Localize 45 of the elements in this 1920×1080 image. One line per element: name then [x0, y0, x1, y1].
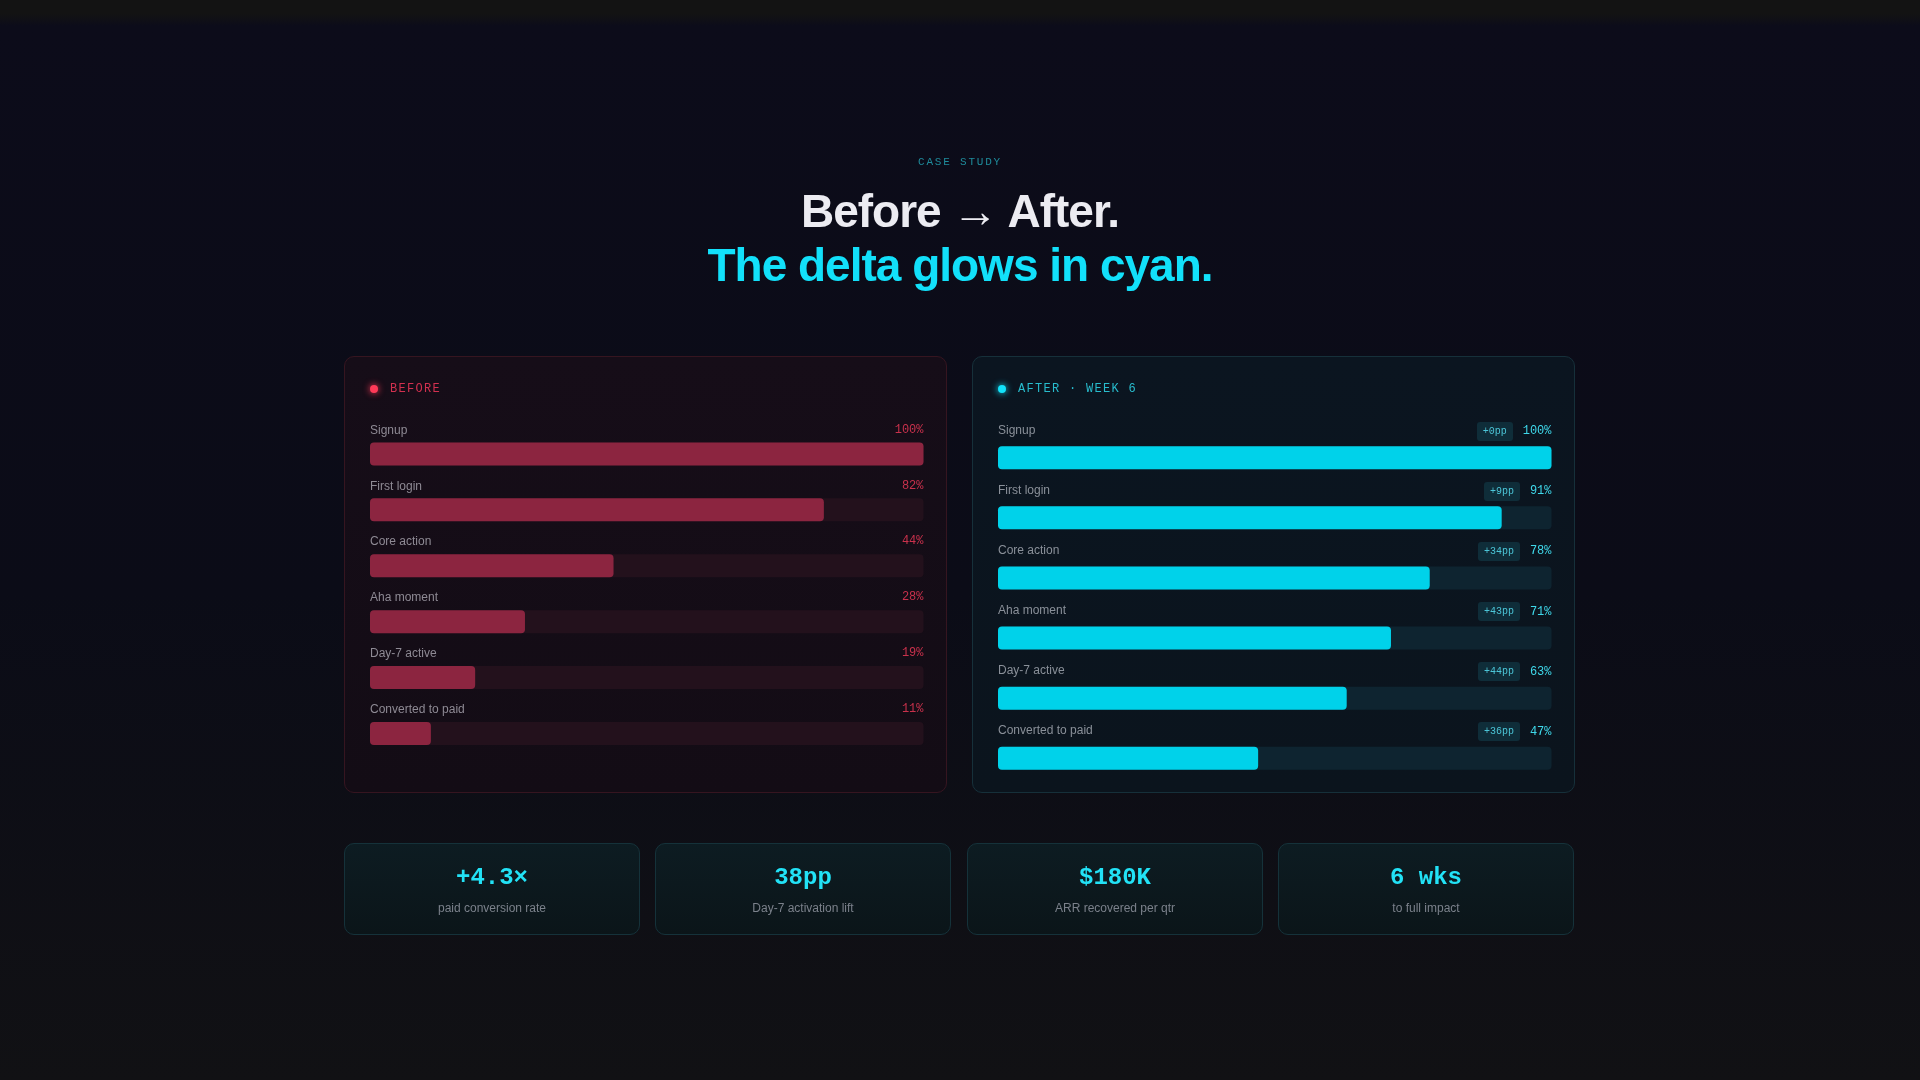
bar	[370, 721, 431, 745]
text: 38pp	[773, 863, 833, 893]
annotation: +43pp	[1477, 602, 1520, 622]
bar	[370, 666, 476, 690]
data-label: 47%	[1529, 724, 1553, 739]
data-label: 63%	[1529, 664, 1553, 679]
y-tick-label: Converted to paid	[370, 702, 465, 717]
y-tick-label: Core action	[998, 542, 1060, 557]
annotation: +9pp	[1483, 481, 1520, 501]
text: CASE STUDY	[917, 155, 1003, 170]
annotation: +0pp	[1476, 421, 1513, 441]
data-label: 100%	[1522, 424, 1553, 439]
y-tick-label: Converted to paid	[998, 723, 1093, 738]
data-label: 71%	[1529, 604, 1553, 619]
y-tick-label: Signup	[370, 422, 408, 437]
data-label: 82%	[901, 478, 925, 493]
annotation: +34pp	[1477, 541, 1520, 561]
text: Before → After.	[799, 184, 1121, 239]
data-label: 91%	[1529, 484, 1553, 499]
y-tick-label: First login	[370, 478, 423, 493]
y-tick-label: First login	[998, 482, 1051, 497]
text: ARR recovered per qtr	[1053, 900, 1176, 916]
y-tick-label: Aha moment	[998, 603, 1067, 618]
y-tick-label: Aha moment	[370, 590, 439, 605]
data-label: 100%	[894, 422, 925, 437]
data-label: 11%	[901, 702, 925, 717]
text: paid conversion rate	[436, 900, 548, 916]
text: The delta glows in cyan.	[706, 238, 1214, 293]
y-tick-label: Core action	[370, 534, 432, 549]
data-label: 78%	[1529, 544, 1553, 559]
text: 6 wks	[1389, 863, 1463, 893]
chart-title: BEFORE	[390, 381, 442, 397]
text: $180K	[1078, 863, 1152, 893]
annotation: +36pp	[1477, 722, 1520, 742]
y-tick-label: Day-7 active	[998, 663, 1066, 678]
text: +4.3×	[455, 863, 529, 893]
data-label: 28%	[901, 590, 925, 605]
data-label: 19%	[901, 646, 925, 661]
annotation: +44pp	[1477, 662, 1520, 682]
text: Day-7 activation lift	[751, 900, 855, 916]
data-label: 44%	[901, 534, 925, 549]
y-tick-label: Day-7 active	[370, 646, 438, 661]
y-tick-label: Signup	[998, 422, 1036, 437]
chart-title: AFTER · WEEK 6	[1018, 381, 1138, 397]
text: to full impact	[1391, 900, 1461, 916]
